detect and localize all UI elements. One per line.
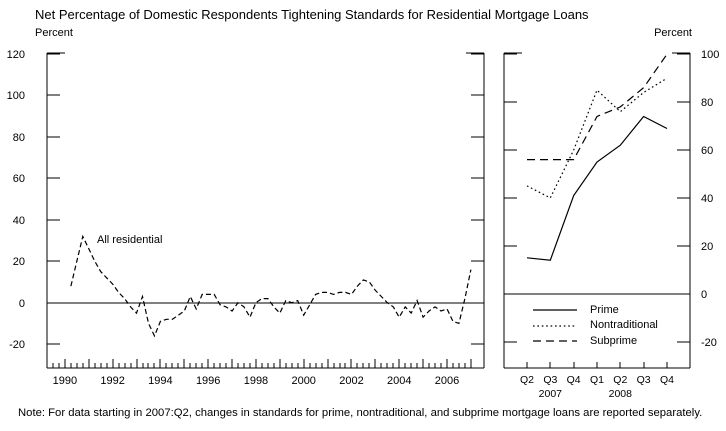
- tick-label: 1992: [100, 375, 124, 387]
- tick-label: 2000: [291, 375, 315, 387]
- tick-label: Q3: [637, 374, 651, 386]
- chart-title: Net Percentage of Domestic Respondents T…: [35, 7, 589, 22]
- tick-label: -20: [701, 337, 717, 349]
- tick-label: 1996: [196, 375, 220, 387]
- prime-line-sample: [533, 309, 577, 311]
- right-axis-unit-label: Percent: [654, 27, 692, 39]
- left-panel-axes: [46, 52, 485, 369]
- tick-label: Q2: [613, 374, 627, 386]
- nontraditional-line: [526, 77, 668, 199]
- tick-label: 2004: [387, 375, 411, 387]
- all-residential-annotation: All residential: [97, 234, 163, 246]
- tick-label: 2008: [609, 388, 633, 400]
- tick-label: 60: [13, 173, 25, 185]
- right-panel: 100 80 60 40 20 0 -20 Q2 Q3 Q4 Q1 Q2 Q3 Q4 2007 2008: [503, 49, 719, 400]
- tick-label: 80: [13, 132, 25, 144]
- tick-label: 40: [701, 193, 713, 205]
- tick-label: 2007: [539, 388, 563, 400]
- footnote: Note: For data starting in 2007:Q2, chan…: [18, 407, 703, 419]
- all-residential-line: [70, 234, 472, 338]
- legend-label: Nontraditional: [590, 319, 658, 332]
- legend-label: Prime: [590, 303, 619, 316]
- legend: Prime Nontraditional Subprime: [532, 302, 658, 349]
- tick-label: 60: [701, 145, 713, 157]
- tick-label: Q4: [567, 374, 581, 386]
- prime-line: [526, 115, 668, 261]
- legend-item-subprime: Subprime: [532, 333, 658, 349]
- legend-label: Subprime: [590, 334, 638, 347]
- tick-label: 1994: [148, 375, 172, 387]
- tick-label: 80: [701, 97, 713, 109]
- tick-label: 1998: [244, 375, 268, 387]
- nontraditional-line-sample: [533, 325, 577, 327]
- tick-label: Q3: [543, 374, 557, 386]
- subprime-line: [527, 53, 668, 161]
- tick-label: Q1: [590, 374, 604, 386]
- subprime-line-sample: [533, 340, 577, 342]
- tick-label: 0: [19, 298, 25, 310]
- tick-label: Q2: [520, 374, 534, 386]
- right-panel-axes: [503, 52, 691, 369]
- tick-label: -20: [9, 339, 25, 351]
- tick-label: 1990: [53, 375, 77, 387]
- tick-label: Q4: [660, 374, 674, 386]
- left-axis-unit-label: Percent: [35, 27, 73, 39]
- tick-label: 120: [7, 49, 25, 61]
- legend-item-nontraditional: Nontraditional: [532, 318, 658, 334]
- tick-label: 2006: [435, 375, 459, 387]
- tick-label: 2002: [339, 375, 363, 387]
- left-panel: 120 100 80 60 40 20 0 -20 1990 1992 1994 1996 1998 20…: [7, 49, 485, 387]
- tick-label: 20: [701, 241, 713, 253]
- legend-item-prime: Prime: [532, 302, 658, 318]
- tick-label: 100: [7, 90, 25, 102]
- tick-label: 20: [13, 256, 25, 268]
- tick-label: 40: [13, 215, 25, 227]
- tick-label: 0: [701, 289, 707, 301]
- tick-label: 100: [701, 49, 719, 61]
